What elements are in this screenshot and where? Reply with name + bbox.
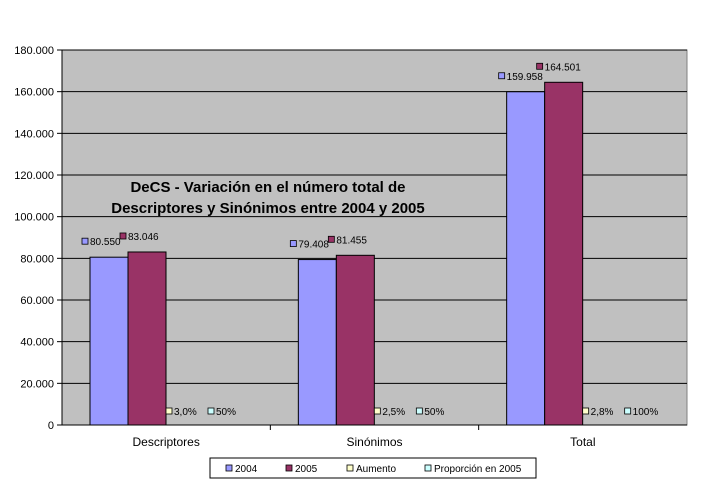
data-label: 79.408 [298, 240, 329, 251]
y-tick-label: 20.000 [20, 378, 54, 390]
data-label: 83.046 [128, 232, 159, 243]
data-label: 100% [633, 407, 659, 418]
legend-key [285, 464, 293, 472]
data-label: 50% [424, 407, 444, 418]
y-tick-label: 100.000 [14, 212, 54, 224]
chart-title-line: DeCS - Variación en el número total de [130, 179, 405, 196]
data-label: 2,8% [591, 407, 614, 418]
category-label: Descriptores [132, 435, 199, 449]
category-label: Total [570, 435, 595, 449]
y-tick-label: 140.000 [14, 128, 54, 140]
legend-entry: 2004 [235, 464, 258, 475]
chart-title-line: Descriptores y Sinónimos entre 2004 y 20… [111, 200, 424, 217]
y-tick-label: 120.000 [14, 170, 54, 182]
y-tick-label: 160.000 [14, 87, 54, 99]
bar-2005 [335, 254, 375, 426]
legend-entry: Aumento [356, 464, 396, 475]
legend-key [225, 464, 233, 472]
data-label-key [289, 240, 297, 247]
data-label-key [81, 237, 89, 245]
legend-entry: Proporción en 2005 [434, 464, 522, 475]
data-label: 2,5% [382, 407, 405, 418]
data-label: 159.958 [507, 72, 544, 83]
data-label-key [207, 407, 215, 415]
legend-key [346, 464, 354, 472]
category-label: Sinónimos [346, 435, 402, 449]
y-tick-label: 60.000 [20, 295, 54, 307]
bar-2004 [506, 91, 546, 426]
data-label-key [536, 62, 544, 70]
data-label-key [119, 232, 127, 240]
y-tick-label: 0 [48, 420, 54, 432]
data-label-key [582, 407, 590, 415]
y-tick-label: 40.000 [20, 337, 54, 349]
data-label: 81.455 [336, 235, 367, 246]
data-label: 50% [216, 407, 236, 418]
bar-2004 [89, 256, 129, 426]
legend-key [424, 464, 432, 472]
data-label: 3,0% [174, 407, 197, 418]
data-label-key [498, 72, 506, 80]
chart-title: DeCS - Variación en el número total de De… [111, 179, 424, 217]
legend: 2004 2005 Aumento Proporción en 2005 [209, 457, 537, 479]
bar-2005 [544, 81, 584, 426]
data-label: 80.550 [90, 237, 121, 248]
bar-2005 [127, 251, 167, 426]
data-label-key [165, 407, 173, 415]
data-label-key [373, 407, 381, 415]
legend-box [209, 457, 537, 479]
data-label-key [624, 407, 632, 415]
data-label-key [415, 407, 423, 415]
data-label-key [327, 235, 335, 243]
y-tick-label: 80.000 [20, 253, 54, 265]
legend-entry: 2005 [295, 464, 318, 475]
plot-area: 0 20.000 40.000 60.000 80.000 100.000 120.000 1… [14, 45, 688, 449]
bar-2004 [297, 259, 337, 426]
y-tick-label: 180.000 [14, 45, 54, 57]
data-label: 164.501 [545, 62, 582, 73]
